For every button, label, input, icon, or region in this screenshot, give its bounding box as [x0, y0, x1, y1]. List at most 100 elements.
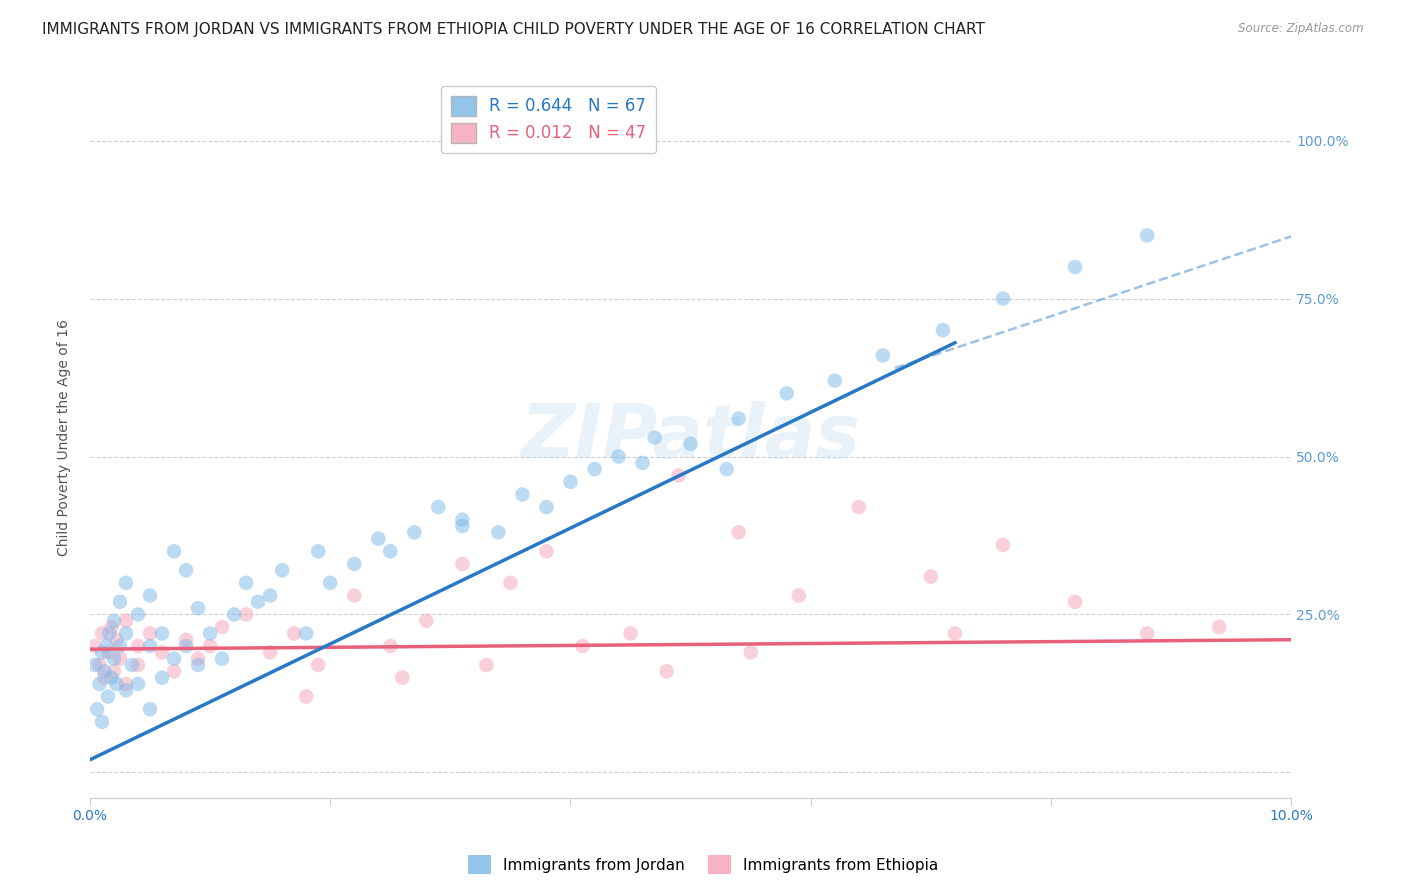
Point — [932, 323, 955, 337]
Text: Source: ZipAtlas.com: Source: ZipAtlas.com — [1239, 22, 1364, 36]
Point — [283, 626, 305, 640]
Point — [100, 620, 122, 634]
Point — [139, 639, 162, 653]
Point — [139, 702, 162, 716]
Text: IMMIGRANTS FROM JORDAN VS IMMIGRANTS FROM ETHIOPIA CHILD POVERTY UNDER THE AGE O: IMMIGRANTS FROM JORDAN VS IMMIGRANTS FRO… — [42, 22, 986, 37]
Point — [100, 671, 122, 685]
Point — [103, 651, 125, 665]
Point — [787, 589, 810, 603]
Point — [187, 651, 209, 665]
Point — [103, 665, 125, 679]
Point — [486, 525, 509, 540]
Point — [475, 658, 498, 673]
Point — [96, 639, 118, 653]
Point — [343, 589, 366, 603]
Point — [187, 601, 209, 615]
Point — [655, 665, 678, 679]
Point — [115, 575, 138, 590]
Point — [259, 589, 281, 603]
Point — [91, 714, 114, 729]
Point — [872, 348, 894, 362]
Point — [211, 651, 233, 665]
Point — [91, 626, 114, 640]
Point — [127, 658, 149, 673]
Point — [560, 475, 582, 489]
Point — [105, 677, 128, 691]
Point — [108, 595, 131, 609]
Legend: Immigrants from Jordan, Immigrants from Ethiopia: Immigrants from Jordan, Immigrants from … — [461, 849, 945, 880]
Point — [404, 525, 426, 540]
Point — [127, 677, 149, 691]
Point — [740, 645, 762, 659]
Point — [512, 487, 534, 501]
Point — [150, 645, 173, 659]
Point — [115, 677, 138, 691]
Point — [319, 575, 342, 590]
Point — [644, 431, 666, 445]
Point — [295, 690, 318, 704]
Point — [86, 702, 108, 716]
Point — [93, 665, 115, 679]
Point — [139, 626, 162, 640]
Point — [247, 595, 270, 609]
Point — [415, 614, 437, 628]
Point — [115, 683, 138, 698]
Point — [920, 569, 942, 583]
Point — [89, 677, 111, 691]
Point — [127, 639, 149, 653]
Point — [848, 500, 870, 514]
Point — [631, 456, 654, 470]
Point — [824, 374, 846, 388]
Point — [1064, 260, 1087, 274]
Point — [115, 614, 138, 628]
Point — [716, 462, 738, 476]
Point — [307, 658, 329, 673]
Point — [83, 639, 105, 653]
Point — [1064, 595, 1087, 609]
Point — [198, 626, 221, 640]
Point — [427, 500, 450, 514]
Point — [91, 645, 114, 659]
Text: ZIPatlas: ZIPatlas — [520, 401, 860, 474]
Point — [121, 658, 143, 673]
Point — [83, 658, 105, 673]
Legend: R = 0.644   N = 67, R = 0.012   N = 47: R = 0.644 N = 67, R = 0.012 N = 47 — [440, 86, 657, 153]
Y-axis label: Child Poverty Under the Age of 16: Child Poverty Under the Age of 16 — [58, 319, 72, 556]
Point — [451, 513, 474, 527]
Point — [619, 626, 641, 640]
Point — [174, 563, 197, 577]
Point — [259, 645, 281, 659]
Point — [187, 658, 209, 673]
Point — [943, 626, 966, 640]
Point — [295, 626, 318, 640]
Point — [391, 671, 413, 685]
Point — [451, 557, 474, 571]
Point — [93, 671, 115, 685]
Point — [307, 544, 329, 558]
Point — [668, 468, 690, 483]
Point — [380, 544, 402, 558]
Point — [1136, 626, 1159, 640]
Point — [198, 639, 221, 653]
Point — [499, 575, 522, 590]
Point — [103, 614, 125, 628]
Point — [97, 645, 120, 659]
Point — [163, 544, 186, 558]
Point — [583, 462, 606, 476]
Point — [991, 538, 1014, 552]
Point — [174, 639, 197, 653]
Point — [105, 632, 128, 647]
Point — [451, 519, 474, 533]
Point — [235, 575, 257, 590]
Point — [108, 639, 131, 653]
Point — [163, 651, 186, 665]
Point — [150, 671, 173, 685]
Point — [115, 626, 138, 640]
Point — [108, 651, 131, 665]
Point — [380, 639, 402, 653]
Point — [727, 525, 749, 540]
Point — [98, 626, 121, 640]
Point — [367, 532, 389, 546]
Point — [536, 500, 558, 514]
Point — [607, 450, 630, 464]
